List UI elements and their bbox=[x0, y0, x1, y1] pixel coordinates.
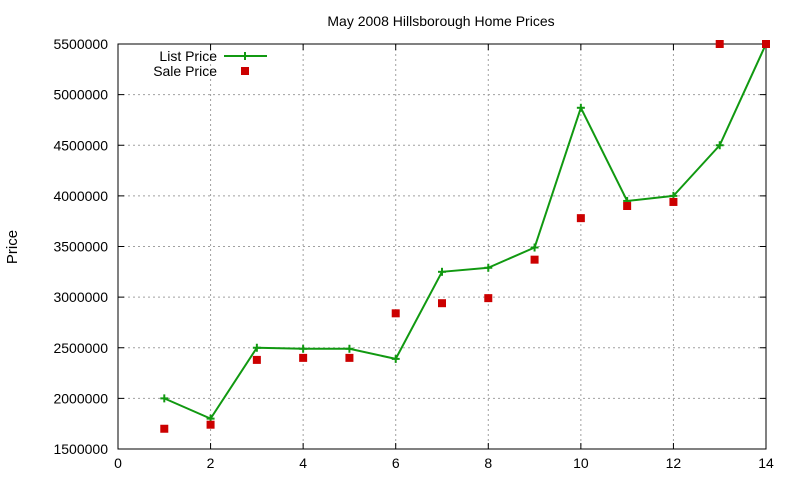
data-point-sale-price bbox=[299, 353, 308, 362]
x-tick-label: 14 bbox=[758, 455, 774, 471]
data-point-sale-price bbox=[160, 424, 169, 433]
data-point-sale-price bbox=[530, 255, 539, 264]
data-point-list-price bbox=[530, 243, 539, 252]
chart-title: May 2008 Hillsborough Home Prices bbox=[327, 13, 554, 29]
plot-series bbox=[160, 40, 770, 433]
data-point-sale-price bbox=[206, 420, 215, 429]
data-point-list-price bbox=[345, 344, 354, 353]
data-point-sale-price bbox=[252, 355, 261, 364]
y-tick-label: 4000000 bbox=[53, 188, 108, 204]
y-axis-title: Price bbox=[4, 230, 21, 264]
data-point-list-price bbox=[160, 394, 169, 403]
x-tick-label: 0 bbox=[114, 455, 122, 471]
data-point-sale-price bbox=[762, 40, 770, 48]
data-point-list-price bbox=[715, 141, 724, 150]
data-point-list-price bbox=[576, 103, 585, 112]
data-point-list-price bbox=[252, 343, 261, 352]
data-point-sale-price bbox=[438, 299, 446, 308]
y-tick-label: 2500000 bbox=[53, 340, 108, 356]
data-point-list-price bbox=[484, 263, 493, 272]
legend-label-list-price: List Price bbox=[159, 48, 217, 64]
grid bbox=[118, 44, 766, 449]
x-tick-label: 2 bbox=[207, 455, 215, 471]
legend-square bbox=[241, 67, 249, 75]
data-point-list-price bbox=[438, 267, 446, 276]
legend: List Price Sale Price bbox=[153, 48, 267, 79]
x-tick-label: 10 bbox=[573, 455, 589, 471]
legend-label-sale-price: Sale Price bbox=[153, 63, 217, 79]
y-tick-label: 3000000 bbox=[53, 289, 108, 305]
data-point-list-price bbox=[299, 344, 308, 353]
x-tick-label: 8 bbox=[484, 455, 492, 471]
y-tick-label: 3500000 bbox=[53, 239, 108, 255]
legend-marker-sale-price bbox=[241, 67, 249, 75]
axis-ticks: 0 2 4 6 8 10 12 14 1500000 2000000 2500000 3000000 3… bbox=[53, 36, 774, 471]
data-point-sale-price bbox=[484, 294, 493, 303]
legend-marker-list-price bbox=[241, 52, 249, 60]
y-tick-label: 5500000 bbox=[53, 36, 108, 52]
data-point-sale-price bbox=[576, 214, 585, 223]
y-tick-label: 2000000 bbox=[53, 390, 108, 406]
x-tick-label: 4 bbox=[299, 455, 307, 471]
data-point-sale-price bbox=[345, 353, 354, 362]
legend-plus bbox=[241, 52, 249, 60]
data-point-sale-price bbox=[669, 197, 678, 206]
data-point-sale-price bbox=[623, 202, 632, 210]
y-tick-label: 4500000 bbox=[53, 137, 108, 153]
data-point-sale-price bbox=[391, 309, 400, 318]
y-tick-label: 1500000 bbox=[53, 441, 108, 457]
data-point-list-price bbox=[391, 354, 400, 363]
x-tick-label: 6 bbox=[392, 455, 400, 471]
y-tick-label: 5000000 bbox=[53, 87, 108, 103]
data-point-sale-price bbox=[715, 40, 724, 48]
x-tick-label: 12 bbox=[666, 455, 682, 471]
series-line-list-price bbox=[163, 43, 767, 420]
